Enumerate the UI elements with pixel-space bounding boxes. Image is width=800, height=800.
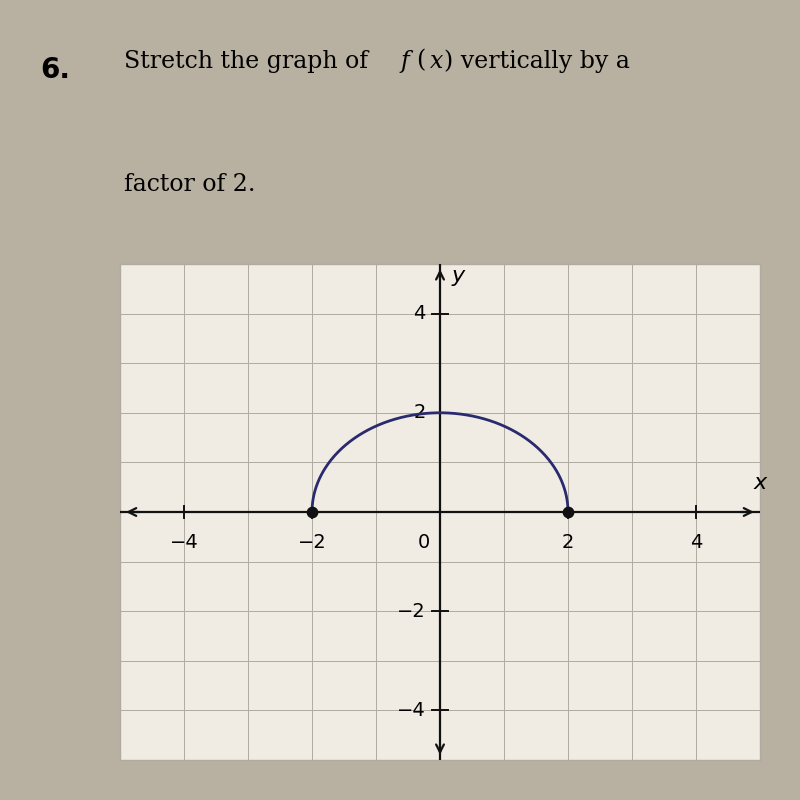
Text: x: x [430,50,444,73]
Text: factor of 2.: factor of 2. [124,173,255,196]
Text: 2: 2 [562,533,574,552]
Text: −4: −4 [397,701,426,720]
Text: f: f [400,50,409,73]
Text: −4: −4 [170,533,198,552]
Point [306,506,318,518]
Text: 2: 2 [414,403,426,422]
Text: y: y [451,266,465,286]
Text: −2: −2 [298,533,326,552]
Text: −2: −2 [397,602,426,621]
Text: ) vertically by a: ) vertically by a [444,50,630,73]
Text: x: x [754,473,766,493]
Text: 4: 4 [690,533,702,552]
Point [562,506,574,518]
Text: 4: 4 [414,304,426,323]
Text: 0: 0 [418,533,430,552]
Text: Stretch the graph of: Stretch the graph of [124,50,375,73]
Text: (: ( [416,50,426,73]
Text: 6.: 6. [40,56,70,84]
